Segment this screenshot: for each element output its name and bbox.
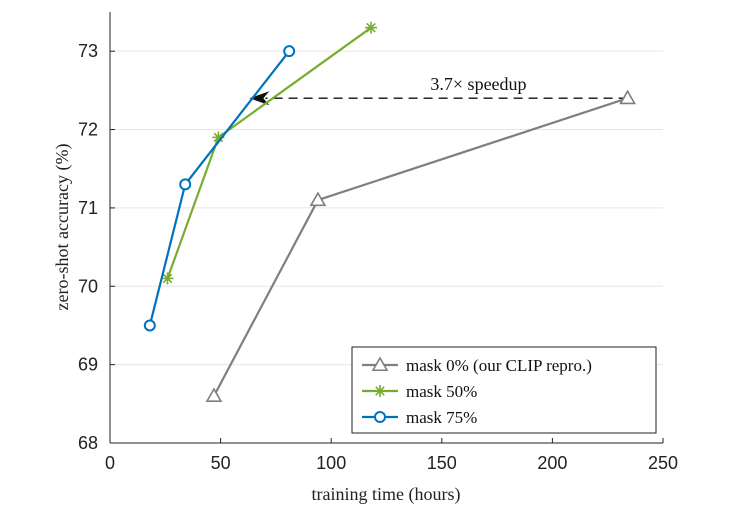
y-tick-label: 72: [78, 120, 98, 140]
x-tick-label: 250: [648, 453, 678, 473]
x-axis-title: training time (hours): [312, 484, 461, 505]
annotation-text: 3.7× speedup: [430, 74, 526, 94]
data-point: [619, 89, 636, 105]
annotation-arrow-head: [249, 91, 270, 106]
y-tick-label: 69: [78, 355, 98, 375]
data-point: [205, 387, 223, 403]
x-tick-label: 50: [211, 453, 231, 473]
x-tick-label: 150: [427, 453, 457, 473]
series-line: [166, 26, 372, 279]
data-point: [143, 319, 156, 332]
y-axis-title: zero-shot accuracy (%): [52, 144, 73, 311]
legend-label: mask 0% (our CLIP repro.): [406, 356, 592, 375]
data-point: [283, 45, 296, 58]
speedup-annotation: 3.7× speedup: [249, 74, 628, 106]
x-tick-label: 0: [105, 453, 115, 473]
data-point: [161, 272, 174, 285]
y-tick-label: 71: [78, 198, 98, 218]
data-point: [365, 21, 378, 34]
data-point: [179, 178, 192, 191]
x-ticks: 0 50 100 150 200 250: [105, 438, 678, 473]
legend-marker: [374, 385, 386, 397]
y-ticks: 68 69 70 71 72 73: [78, 41, 115, 453]
legend-box: [351, 346, 657, 434]
legend-label: mask 75%: [406, 408, 477, 427]
y-tick-label: 73: [78, 41, 98, 61]
axes: [109, 12, 663, 444]
legend: mask 0% (our CLIP repro.) mask 50% mask 75…: [351, 346, 657, 434]
legend-label: mask 50%: [406, 382, 477, 401]
y-tick-label: 68: [78, 433, 98, 453]
series-group: [143, 21, 636, 403]
legend-marker: [374, 411, 386, 423]
data-point: [212, 131, 225, 144]
y-tick-label: 70: [78, 276, 98, 296]
legend-marker: [371, 356, 389, 372]
data-point: [309, 191, 327, 207]
x-tick-label: 100: [316, 453, 346, 473]
x-tick-label: 200: [537, 453, 567, 473]
